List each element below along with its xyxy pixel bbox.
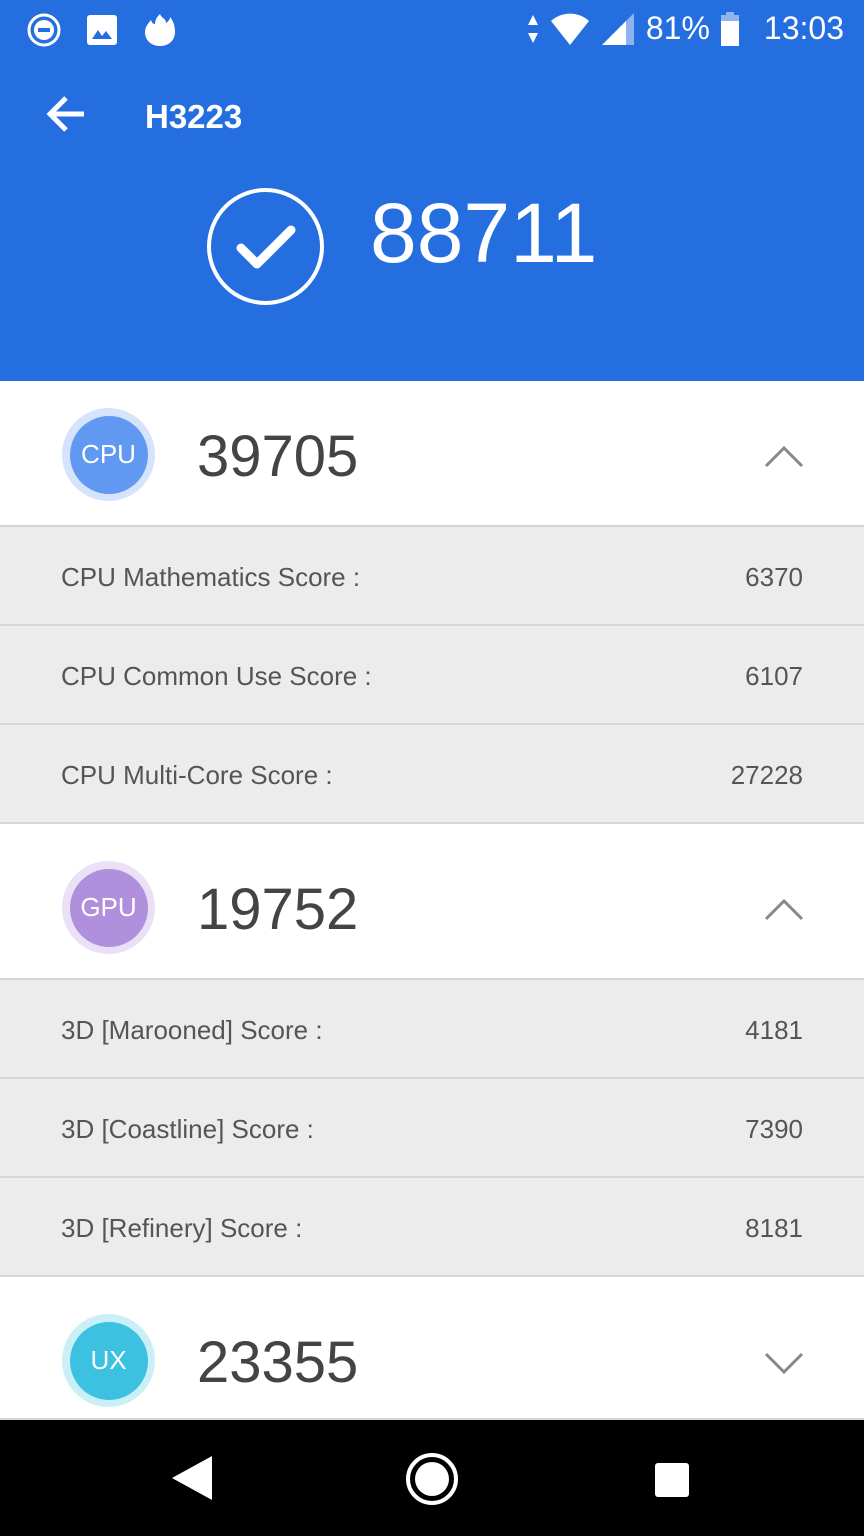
badge: GPU — [62, 861, 155, 954]
battery-percent: 81% — [645, 10, 710, 46]
signal-icon — [601, 12, 634, 45]
row-value: 6370 — [745, 562, 803, 592]
app-header: H3223 88711 — [0, 60, 864, 381]
badge: CPU — [62, 408, 155, 501]
score-row: CPU Mathematics Score : 6370 — [0, 527, 864, 626]
nav-home-icon[interactable] — [405, 1452, 459, 1506]
gallery-icon — [87, 15, 117, 45]
badge-label: UX — [69, 1321, 148, 1400]
row-value: 4181 — [745, 1015, 803, 1045]
row-label: 3D [Refinery] Score : — [61, 1213, 303, 1243]
wifi-icon — [550, 13, 589, 45]
section-cpu[interactable]: CPU 39705 — [0, 381, 864, 527]
score-row: 3D [Refinery] Score : 8181 — [0, 1178, 864, 1277]
chevron-down-icon[interactable] — [764, 1342, 804, 1382]
chevron-up-icon[interactable] — [764, 889, 804, 929]
score-row: 3D [Coastline] Score : 7390 — [0, 1079, 864, 1178]
flame-icon — [145, 14, 175, 46]
row-value: 27228 — [730, 760, 803, 790]
status-bar: 81% 13:03 — [0, 0, 864, 60]
badge-label: GPU — [69, 868, 148, 947]
data-arrows-icon — [527, 14, 538, 43]
section-score: 19752 — [197, 877, 359, 942]
section-score: 23355 — [197, 1330, 359, 1395]
navigation-bar — [0, 1420, 864, 1536]
row-label: 3D [Coastline] Score : — [61, 1114, 314, 1144]
checkmark-icon — [207, 188, 324, 305]
row-value: 7390 — [745, 1114, 803, 1144]
back-button[interactable] — [44, 92, 88, 147]
total-score: 88711 — [370, 186, 598, 280]
badge: UX — [62, 1314, 155, 1407]
nav-back-icon[interactable] — [170, 1454, 214, 1502]
section-score: 39705 — [197, 424, 359, 489]
row-label: CPU Common Use Score : — [61, 661, 372, 691]
badge-label: CPU — [69, 415, 148, 494]
device-title: H3223 — [145, 98, 243, 135]
section-gpu[interactable]: GPU 19752 — [0, 834, 864, 980]
row-value: 8181 — [745, 1213, 803, 1243]
score-row: CPU Common Use Score : 6107 — [0, 626, 864, 725]
score-row: CPU Multi-Core Score : 27228 — [0, 725, 864, 824]
nav-recents-icon[interactable] — [654, 1462, 690, 1498]
row-label: 3D [Marooned] Score : — [61, 1015, 323, 1045]
arrow-left-icon — [46, 96, 84, 132]
chevron-up-icon[interactable] — [764, 436, 804, 476]
row-value: 6107 — [745, 661, 803, 691]
clock: 13:03 — [763, 10, 844, 46]
do-not-disturb-icon — [27, 13, 61, 47]
row-label: CPU Mathematics Score : — [61, 562, 361, 592]
battery-icon — [720, 11, 739, 46]
row-label: CPU Multi-Core Score : — [61, 760, 333, 790]
section-ux[interactable]: UX 23355 — [0, 1287, 864, 1420]
score-row: 3D [Marooned] Score : 4181 — [0, 980, 864, 1079]
